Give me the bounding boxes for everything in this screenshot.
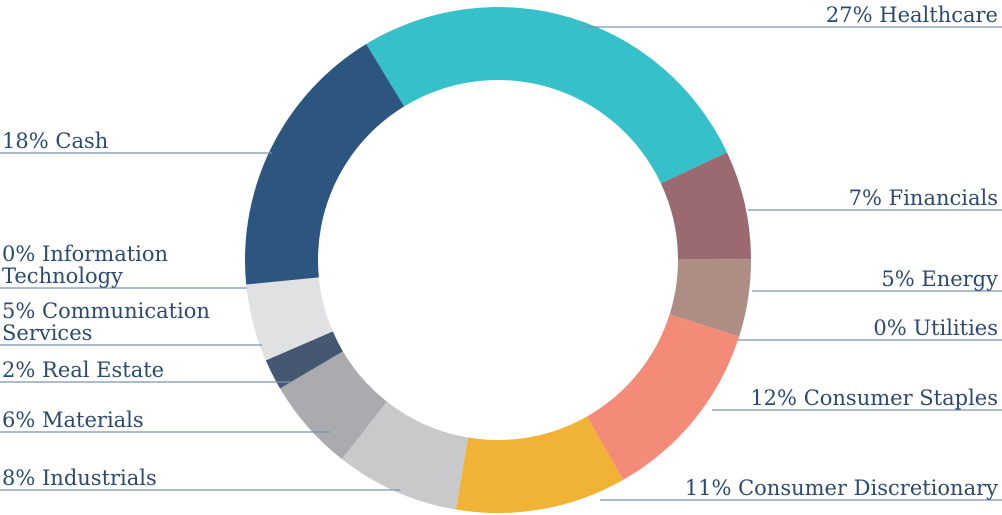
slice-label: 5% Communication Services (2, 300, 242, 344)
value-label: 18% (2, 129, 49, 153)
value-label: 8% (2, 466, 36, 490)
category-label: Healthcare (879, 3, 998, 27)
slice-label: 8% Industrials (2, 467, 242, 489)
category-label: Consumer Staples (803, 386, 998, 410)
category-label: Materials (42, 408, 144, 432)
category-label: Consumer Discretionary (738, 476, 998, 500)
value-label: 0% (2, 242, 36, 266)
donut-slice (280, 351, 387, 460)
donut-slice (246, 277, 333, 361)
donut-slice (669, 259, 751, 337)
donut-slice (455, 416, 624, 513)
value-label: 0% (873, 316, 907, 340)
slice-label: 6% Materials (2, 409, 242, 431)
value-label: 2% (2, 358, 36, 382)
value-label: 11% (684, 476, 732, 500)
donut-slice (586, 314, 740, 480)
category-label: Utilities (913, 316, 998, 340)
category-label: Financials (888, 186, 998, 210)
slice-label: 12% Consumer Staples (750, 387, 998, 409)
slice-label: 0% Information Technology (2, 243, 242, 287)
donut-slice (265, 331, 343, 389)
value-label: 6% (2, 408, 36, 432)
value-label: 5% (2, 299, 36, 323)
slice-label: 2% Real Estate (2, 359, 242, 381)
value-label: 27% (825, 3, 873, 27)
slice-label: 0% Utilities (873, 317, 998, 339)
value-label: 12% (750, 386, 797, 410)
category-label: Energy (921, 267, 998, 291)
slice-label: 5% Energy (881, 268, 998, 290)
donut-slice (366, 7, 727, 184)
slice-label: 27% Healthcare (826, 4, 998, 26)
value-label: 5% (881, 267, 915, 291)
slice-label: 7% Financials (849, 187, 998, 209)
donut-slice (341, 401, 469, 510)
value-label: 7% (848, 186, 882, 210)
slice-label: 18% Cash (2, 130, 242, 152)
category-label: Real Estate (42, 358, 165, 382)
category-label: Communication Services (2, 299, 210, 345)
category-label: Cash (55, 129, 109, 153)
donut-slice (660, 152, 751, 260)
donut-slice (245, 44, 405, 285)
slice-label: 11% Consumer Discretionary (685, 477, 998, 499)
category-label: Information Technology (2, 242, 169, 288)
category-label: Industrials (42, 466, 157, 490)
